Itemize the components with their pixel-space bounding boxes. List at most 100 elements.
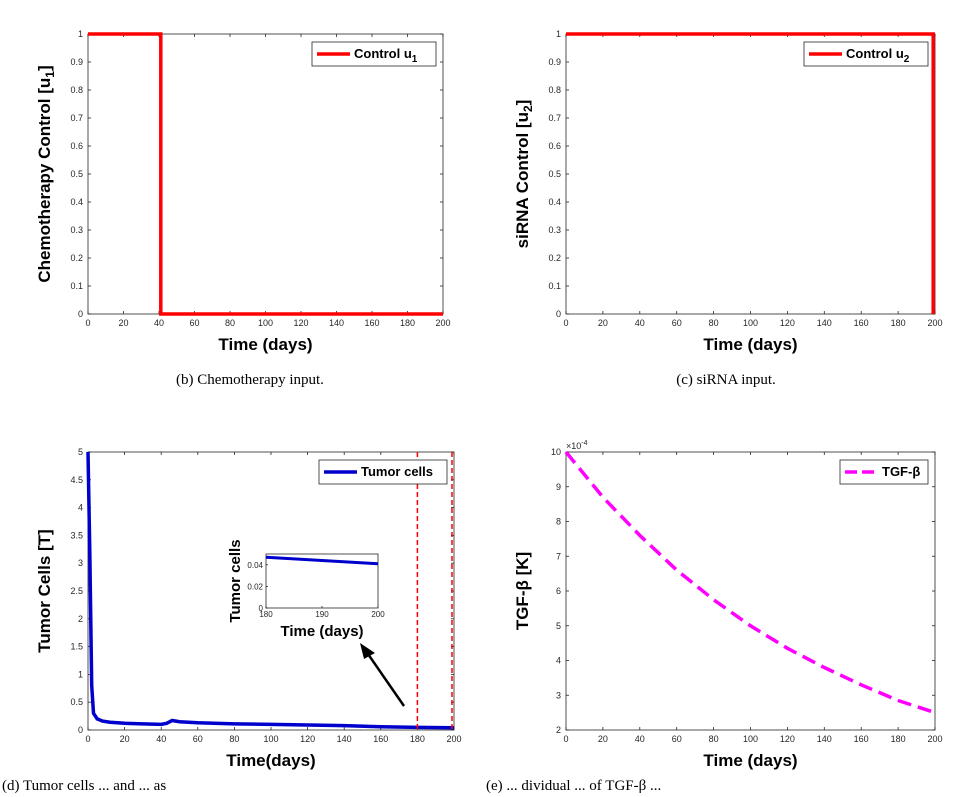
y-tick-label: 0.2 <box>70 253 83 263</box>
x-tick-label: 0 <box>85 734 90 744</box>
inset-y-tick-label: 0 <box>259 604 264 613</box>
x-tick-label: 60 <box>672 734 682 744</box>
series-line-tumor-cells <box>86 451 455 730</box>
zoom-arrow-head <box>360 643 375 659</box>
panel-tumor: 0 20 40 60 80 100 120 140 160 180 20000.511.522.53… <box>35 447 462 770</box>
caption-tumor: (d) Tumor cells ... and ... as <box>2 778 166 794</box>
series-line-control-u2 <box>566 32 935 314</box>
x-tick-label: 140 <box>337 734 352 744</box>
inset-y-tick-label: 0.02 <box>247 582 263 591</box>
y-axis-label: Tumor Cells [T] <box>35 529 54 652</box>
x-tick-label: 40 <box>156 734 166 744</box>
x-tick-label: 80 <box>225 318 235 328</box>
inset-y-axis-label: Tumor cells <box>227 539 244 622</box>
y-tick-label: 6 <box>556 586 561 596</box>
x-tick-label: 180 <box>410 734 425 744</box>
y-tick-label: 0.5 <box>548 169 561 179</box>
y-tick-label: 10 <box>551 447 561 457</box>
y-tick-label: 0.4 <box>70 197 83 207</box>
y-tick-label: 0.5 <box>70 697 83 707</box>
y-tick-label: 3 <box>556 690 561 700</box>
plot-area <box>565 451 936 731</box>
x-tick-label: 80 <box>709 734 719 744</box>
x-tick-label: 120 <box>780 318 795 328</box>
y-tick-label: 0.3 <box>70 225 83 235</box>
y-tick-label: 0 <box>78 309 83 319</box>
x-axis-label: Time (days) <box>218 335 312 354</box>
legend-label: Tumor cells <box>361 464 433 479</box>
y-tick-label: 0.4 <box>548 197 561 207</box>
x-tick-label: 0 <box>563 318 568 328</box>
y-tick-label: 0 <box>78 725 83 735</box>
x-tick-label: 160 <box>854 734 869 744</box>
x-tick-label: 100 <box>258 318 273 328</box>
y-tick-label: 2 <box>556 725 561 735</box>
series-line-tgf- <box>564 450 936 715</box>
x-tick-label: 80 <box>229 734 239 744</box>
caption-chemotherapy: (b) Chemotherapy input. <box>176 372 324 388</box>
y-tick-label: 5 <box>556 621 561 631</box>
x-tick-label: 160 <box>854 318 869 328</box>
x-tick-label: 200 <box>446 734 461 744</box>
x-tick-label: 0 <box>563 734 568 744</box>
y-tick-label: 0.5 <box>70 169 83 179</box>
plot-area <box>565 33 936 315</box>
x-tick-label: 140 <box>817 734 832 744</box>
x-tick-label: 20 <box>118 318 128 328</box>
x-tick-label: 120 <box>780 734 795 744</box>
y-tick-label: 0.8 <box>70 85 83 95</box>
caption-sirna: (c) siRNA input. <box>676 372 776 388</box>
y-tick-label: 2.5 <box>70 586 83 596</box>
y-tick-label: 5 <box>78 447 83 457</box>
x-tick-label: 0 <box>85 318 90 328</box>
y-axis-label: Chemotherapy Control [u1] <box>35 65 57 282</box>
y-tick-label: 0.3 <box>548 225 561 235</box>
y-tick-label: 8 <box>556 517 561 527</box>
inset-x-tick-label: 180 <box>259 610 273 619</box>
x-tick-label: 120 <box>300 734 315 744</box>
x-tick-label: 140 <box>817 318 832 328</box>
x-tick-label: 100 <box>743 318 758 328</box>
panel-chemotherapy: 0 20 40 60 80 100 120 140 160 180 200 0 0.1 0.2 0.3 0.4… <box>35 29 451 354</box>
inset-x-tick-label: 190 <box>315 610 329 619</box>
inset-series-line <box>265 555 379 566</box>
x-tick-label: 180 <box>400 318 415 328</box>
y-axis-label: TGF-β [K] <box>513 552 532 630</box>
x-tick-label: 60 <box>672 318 682 328</box>
x-tick-label: 100 <box>263 734 278 744</box>
zoom-arrow-shaft <box>366 653 406 707</box>
y-tick-label: 0.9 <box>548 57 561 67</box>
y-tick-label: 0.9 <box>70 57 83 67</box>
x-tick-label: 20 <box>120 734 130 744</box>
y-tick-label: 3 <box>78 558 83 568</box>
y-tick-label: 0 <box>556 309 561 319</box>
legend-label: TGF-β <box>882 464 920 479</box>
y-tick-label: 4.5 <box>70 475 83 485</box>
x-tick-label: 40 <box>154 318 164 328</box>
y-tick-label: 1.5 <box>70 642 83 652</box>
x-tick-label: 200 <box>927 318 942 328</box>
y-tick-label: 0.1 <box>70 281 83 291</box>
x-tick-label: 180 <box>891 734 906 744</box>
y-tick-label: 9 <box>556 482 561 492</box>
y-tick-label: 1 <box>78 29 83 39</box>
x-tick-label: 20 <box>598 318 608 328</box>
x-tick-label: 40 <box>635 734 645 744</box>
panel-tgf: 0 20 40 60 80 100 120 140 160 180 200 2 3 4 5 6 7 8 9 10 ×10… <box>513 440 943 770</box>
x-tick-label: 80 <box>709 318 719 328</box>
inset-x-tick-label: 200 <box>371 610 385 619</box>
inset-x-axis-label: Time (days) <box>280 623 363 640</box>
x-axis-label: Time (days) <box>703 751 797 770</box>
y-tick-label: 3.5 <box>70 530 83 540</box>
caption-tgf: (e) ... dividual ... of TGF-β ... <box>486 778 661 794</box>
x-tick-label: 160 <box>373 734 388 744</box>
x-axis-label: Time(days) <box>226 751 315 770</box>
panel-sirna: 0 20 40 60 80 100 120 140 160 180 200 0 0.1 0.2 0.3 0.4… <box>513 29 943 354</box>
y-tick-label: 4 <box>556 656 561 666</box>
y-axis-label: siRNA Control [u2] <box>513 100 535 249</box>
x-tick-label: 120 <box>293 318 308 328</box>
x-tick-label: 60 <box>193 734 203 744</box>
y-tick-label: 0.6 <box>548 141 561 151</box>
y-tick-label: 4 <box>78 503 83 513</box>
y-tick-label: 7 <box>556 551 561 561</box>
